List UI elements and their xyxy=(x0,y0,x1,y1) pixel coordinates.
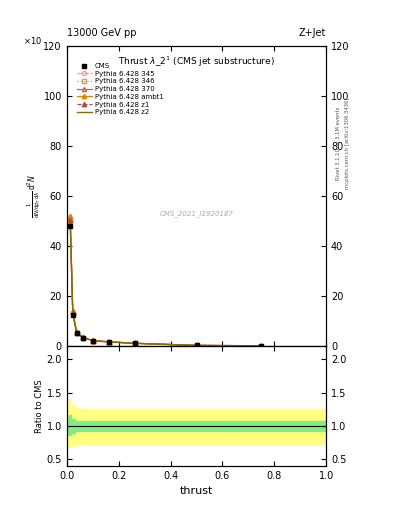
X-axis label: thrust: thrust xyxy=(180,486,213,496)
Text: $\times10$: $\times10$ xyxy=(23,35,42,46)
Text: Thrust $\lambda\_2^1$ (CMS jet substructure): Thrust $\lambda\_2^1$ (CMS jet substruct… xyxy=(118,55,275,70)
Legend: CMS, Pythia 6.428 345, Pythia 6.428 346, Pythia 6.428 370, Pythia 6.428 ambt1, P: CMS, Pythia 6.428 345, Pythia 6.428 346,… xyxy=(75,61,165,117)
Text: Z+Jet: Z+Jet xyxy=(299,28,326,38)
Y-axis label: Ratio to CMS: Ratio to CMS xyxy=(35,379,44,433)
Y-axis label: $\frac{1}{\mathrm{d}N/\mathrm{d}p_T\,\mathrm{d}\lambda}\,\mathrm{d}^2N$: $\frac{1}{\mathrm{d}N/\mathrm{d}p_T\,\ma… xyxy=(25,174,42,218)
Text: 13000 GeV pp: 13000 GeV pp xyxy=(67,28,136,38)
Text: mcplots.cern.ch [arXiv:1306.3436]: mcplots.cern.ch [arXiv:1306.3436] xyxy=(345,98,350,189)
Text: Rivet 3.1.10, ≥ 3.1M events: Rivet 3.1.10, ≥ 3.1M events xyxy=(336,106,341,180)
Text: CMS_2021_I1920187: CMS_2021_I1920187 xyxy=(160,210,233,218)
